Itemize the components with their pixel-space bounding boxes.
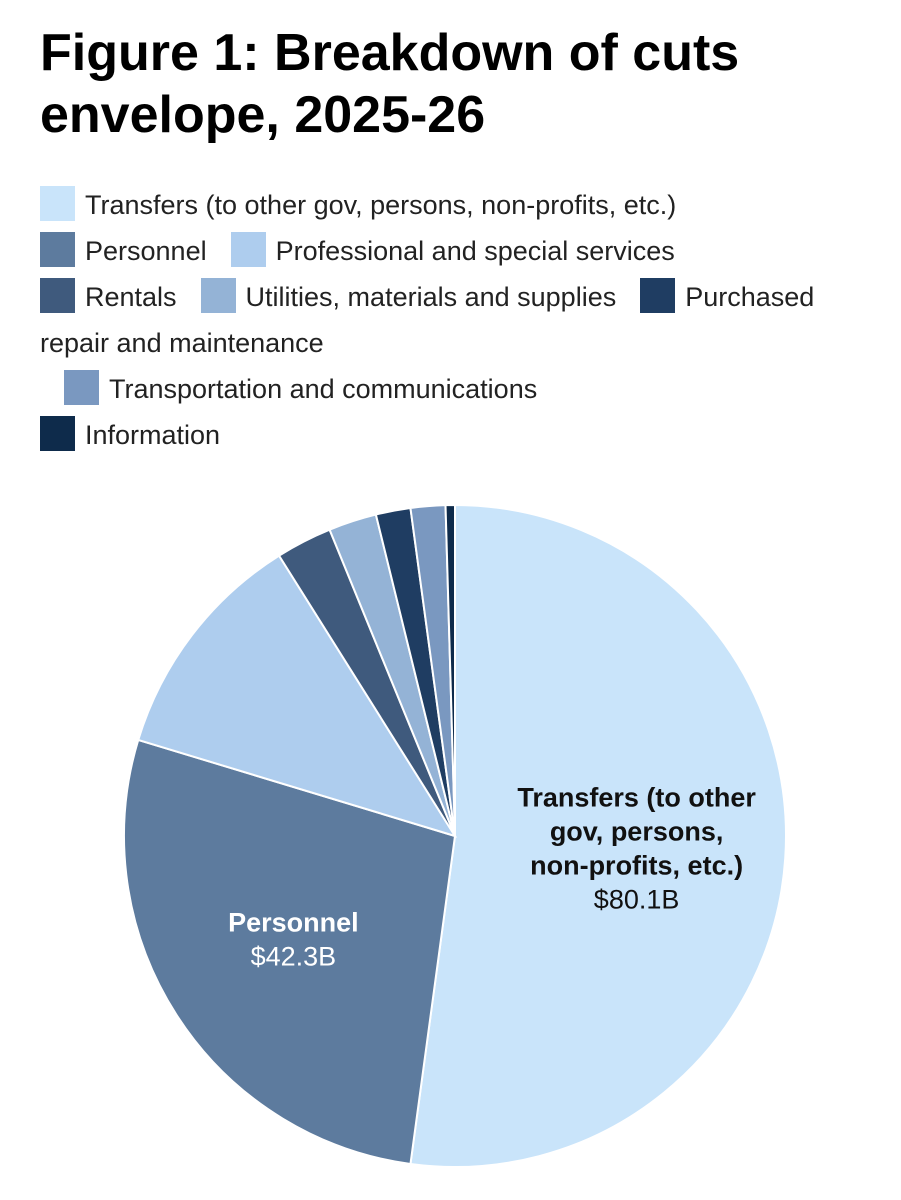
legend-item-personnel: Personnel [40,232,207,267]
slice-label-line: Transfers (to other [517,782,756,812]
slice-label-personnel: Personnel $42.3B [228,908,359,972]
slice-label-line: Personnel [228,908,359,938]
legend-swatch-information [40,416,75,451]
slice-value-label: $42.3B [251,942,337,972]
slice-label-line: non-profits, etc.) [530,850,743,880]
legend-item-utilities: Utilities, materials and supplies [177,278,617,313]
legend-item-transfers: Transfers (to other gov, persons, non-pr… [40,186,677,221]
legend-swatch-rentals [40,278,75,313]
slice-value-label: $80.1B [594,884,680,914]
pie-slice-labels: Transfers (to other gov, persons, non-prof… [228,782,756,971]
legend-label-personnel: Personnel [85,236,207,266]
legend-label-information: Information [85,420,221,450]
legend-swatch-transportation [64,370,99,405]
chart-legend: Transfers (to other gov, persons, non-pr… [40,182,820,458]
legend-item-rentals: Rentals [40,278,177,313]
legend-label-transfers: Transfers (to other gov, persons, non-pr… [85,190,677,220]
legend-item-transportation: Transportation and communications [40,370,538,405]
pie-chart: Transfers (to other gov, persons, non-prof… [123,503,787,1168]
legend-label-rentals: Rentals [85,282,177,312]
legend-label-professional: Professional and special services [275,236,675,266]
legend-swatch-repair [640,278,676,313]
legend-label-repair: Purchased repair and maintenance [40,282,815,358]
legend-label-transportation: Transportation and communications [109,374,538,404]
pie-slice-information [444,503,456,837]
pie-slice-professional [137,554,458,838]
legend-label-utilities: Utilities, materials and supplies [245,282,617,312]
pie-slice-personnel [123,738,457,1166]
pie-slices [123,503,787,1168]
legend-item-repair: Purchased repair and maintenance [40,278,815,358]
slice-label-transfers: Transfers (to other gov, persons, non-prof… [517,782,756,914]
legend-swatch-personnel [40,232,75,267]
chart-title: Figure 1: Breakdown of cuts envelope, 20… [40,24,740,144]
pie-slice-transfers [409,503,787,1168]
legend-item-professional: Professional and special services [207,232,675,267]
legend-swatch-transfers [40,186,75,221]
slice-label-line: gov, persons, [550,816,724,846]
legend-swatch-professional [230,232,266,267]
legend-item-information: Information [40,416,221,451]
legend-swatch-utilities [200,278,236,313]
